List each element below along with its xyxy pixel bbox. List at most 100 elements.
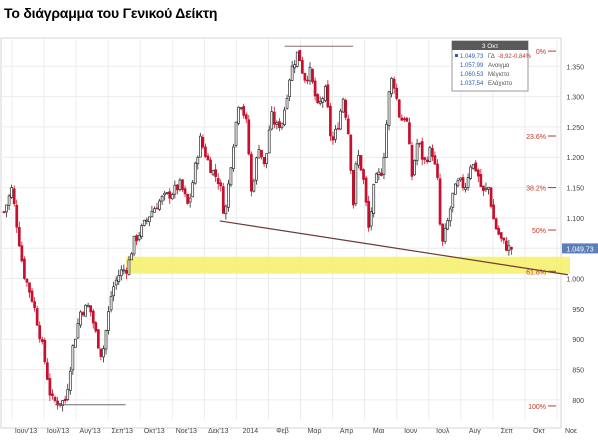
candle-body — [165, 192, 169, 194]
candle-body — [387, 91, 391, 126]
candle-body — [382, 157, 386, 175]
candle-body — [403, 118, 406, 121]
candle-body — [265, 153, 268, 164]
candle-body — [199, 135, 202, 158]
candle-body — [344, 99, 348, 118]
candle-body — [329, 105, 332, 137]
candle-body — [178, 179, 182, 190]
candle-body — [459, 177, 462, 181]
candle-body — [385, 123, 388, 158]
candle-body — [275, 122, 279, 125]
candle-body — [51, 393, 54, 397]
candle-body — [193, 162, 197, 184]
candle-body — [255, 157, 258, 181]
candle-body — [372, 184, 376, 214]
candle-body — [316, 94, 319, 104]
candle-body — [247, 119, 251, 155]
candle-body — [438, 178, 442, 225]
candle-body — [33, 301, 36, 308]
x-tick-label: 2014 — [243, 428, 259, 435]
candle-body — [369, 211, 373, 227]
candle-body — [362, 169, 365, 180]
candle-body — [48, 378, 52, 396]
candle-body — [270, 111, 274, 130]
candle-body — [43, 339, 47, 363]
candle-body — [487, 186, 490, 190]
fib-level-label: 38.2% — [526, 186, 546, 193]
candle-body — [431, 147, 434, 157]
candle-body — [122, 269, 126, 272]
support-zone — [126, 256, 570, 274]
candle-body — [137, 235, 141, 240]
candle-body — [510, 246, 513, 250]
candle-body — [280, 122, 284, 128]
candle-body — [443, 227, 447, 242]
candle-body — [99, 348, 103, 357]
candle-body — [295, 51, 299, 67]
candle-body — [425, 159, 429, 163]
info-row-label: Μέγιστο — [488, 71, 510, 78]
candle-body — [130, 253, 133, 261]
candle-body — [173, 184, 177, 195]
candle-body — [364, 177, 368, 203]
candle-body — [502, 237, 506, 241]
candle-body — [250, 153, 253, 192]
candle-body — [494, 218, 498, 230]
candle-body — [436, 163, 439, 178]
candle-body — [229, 167, 233, 186]
fibonacci-levels: 0% 23.6% 38.2% 50% 61.8% 100% — [526, 49, 556, 411]
candle-body — [209, 159, 212, 174]
candle-body — [2, 211, 6, 213]
candle-body — [301, 60, 304, 74]
chart-panel: 0% 23.6% 38.2% 50% 61.8% 100% 800 850 900 950 1.0… — [0, 30, 598, 437]
annotation-lines — [55, 45, 569, 406]
candle-body — [499, 232, 503, 239]
candle-body — [400, 117, 404, 121]
y-tick-label: 1.150 — [566, 186, 584, 193]
y-tick-label: 1.350 — [566, 64, 584, 71]
y-tick-label: 850 — [572, 368, 584, 375]
candle-body — [479, 174, 483, 187]
candle-body — [283, 109, 286, 125]
candle-body — [91, 310, 95, 324]
fib-level-label: 0% — [536, 49, 546, 56]
y-tick-label: 950 — [572, 307, 584, 314]
candlestick-chart: 0% 23.6% 38.2% 50% 61.8% 100% 800 850 900 950 1.0… — [0, 30, 598, 437]
candle-body — [239, 107, 243, 109]
candle-body — [158, 200, 161, 210]
candle-body — [507, 245, 511, 251]
candle-body — [117, 275, 121, 283]
candle-body — [331, 136, 335, 141]
candle-body — [290, 65, 294, 81]
y-tick-label: 1.300 — [566, 95, 584, 102]
candle-body — [104, 330, 108, 350]
candle-body — [40, 339, 44, 342]
candle-body — [489, 187, 493, 207]
y-tick-label: 1.250 — [566, 125, 584, 132]
candle-body — [150, 210, 154, 218]
candle-body — [339, 110, 342, 130]
candle-body — [63, 398, 67, 401]
x-tick-label: Νοε — [565, 428, 577, 435]
candle-body — [405, 117, 409, 122]
candle-body — [448, 208, 452, 222]
candle-body — [227, 183, 230, 208]
candle-body — [441, 223, 444, 242]
candle-body — [257, 149, 261, 159]
x-tick-label: Ιουλ'13 — [47, 428, 69, 435]
candle-body — [168, 191, 172, 199]
candle-body — [410, 145, 414, 177]
candle-body — [446, 220, 450, 230]
candle-body — [482, 185, 485, 191]
fib-level-label: 50% — [532, 228, 546, 235]
candle-body — [186, 193, 189, 204]
x-tick-label: Αυγ'13 — [80, 428, 101, 435]
candle-body — [135, 235, 138, 242]
candle-body — [5, 204, 8, 213]
candle-body — [420, 141, 424, 160]
candle-body — [395, 87, 399, 99]
candle-body — [461, 177, 465, 189]
candle-body — [76, 322, 80, 339]
candle-body — [30, 290, 34, 302]
candle-body — [359, 155, 363, 171]
